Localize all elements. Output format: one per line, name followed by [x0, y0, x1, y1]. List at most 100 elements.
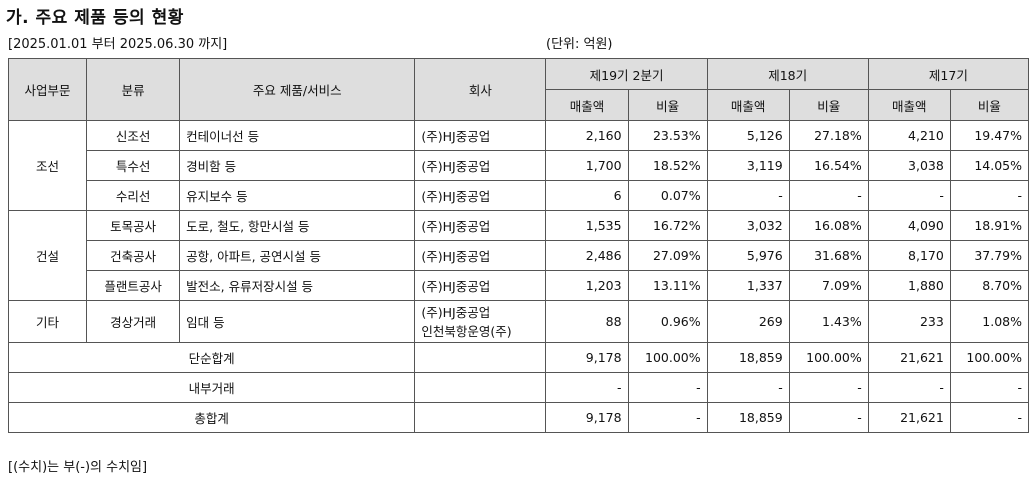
table-row: 건설 토목공사 도로, 철도, 항만시설 등 (주)HJ중공업 1,535 16…: [7, 210, 1030, 301]
value-cell: 5,976: [706, 240, 790, 271]
table-row: 조선 신조선 컨테이너선 등 (주)HJ중공업 2,160 23.53% 5,1…: [7, 120, 1030, 211]
value-cell: 1,337: [706, 270, 790, 301]
value-cell: 8,170: [867, 240, 951, 271]
value-cell: 2,160: [545, 120, 629, 151]
product-cell: 공항, 아파트, 공연시설 등: [179, 240, 416, 271]
header-ratio: 비율: [627, 89, 708, 121]
value-cell: 2,486: [545, 240, 629, 271]
value-cell: -: [788, 372, 869, 403]
category-cell: 토목공사: [86, 210, 181, 241]
value-cell: 27.18%: [788, 120, 869, 151]
header-ratio: 비율: [949, 89, 1030, 121]
header-company: 회사: [414, 58, 547, 121]
value-cell: 1.43%: [788, 300, 869, 343]
company-cell: (주)HJ중공업: [414, 270, 547, 301]
value-cell: 1,880: [867, 270, 951, 301]
category-cell: 플랜트공사: [86, 270, 181, 301]
value-cell: -: [706, 180, 790, 211]
header-period-17: 제17기: [867, 58, 1030, 90]
value-cell: 6: [545, 180, 629, 211]
empty-cell: [414, 402, 547, 433]
value-cell: 23.53%: [627, 120, 708, 151]
division-cell: 건설: [7, 210, 88, 301]
value-cell: 88: [545, 300, 629, 343]
value-cell: 37.79%: [949, 240, 1030, 271]
company-cell: (주)HJ중공업: [414, 150, 547, 181]
value-cell: -: [788, 180, 869, 211]
report-period: [2025.01.01 부터 2025.06.30 까지]: [8, 37, 228, 52]
header-period-18: 제18기: [706, 58, 869, 90]
value-cell: -: [949, 402, 1030, 433]
value-cell: 16.08%: [788, 210, 869, 241]
value-cell: 14.05%: [949, 150, 1030, 181]
product-cell: 유지보수 등: [179, 180, 416, 211]
value-cell: 4,210: [867, 120, 951, 151]
category-cell: 경상거래: [86, 300, 181, 343]
value-cell: 9,178: [545, 402, 629, 433]
value-cell: 21,621: [867, 402, 951, 433]
value-cell: 18,859: [706, 402, 790, 433]
table-row: 건축공사 공항, 아파트, 공연시설 등 (주)HJ중공업 2,486 27.0…: [9, 240, 1030, 271]
subheader-row: 매출액 비율 매출액 비율 매출액 비율: [9, 89, 1030, 121]
value-cell: 9,178: [545, 342, 629, 373]
division-cell: 조선: [7, 120, 88, 211]
division-cell: 기타: [7, 300, 88, 343]
footnote: [(수치)는 부(-)의 수치임]: [8, 460, 148, 475]
company-name: 인천북항운영(주): [421, 323, 512, 339]
value-cell: 5,126: [706, 120, 790, 151]
value-cell: 19.47%: [949, 120, 1030, 151]
value-cell: 100.00%: [949, 342, 1030, 373]
value-cell: 1,203: [545, 270, 629, 301]
value-cell: 1,535: [545, 210, 629, 241]
total-row: 내부거래 - - - - - -: [7, 372, 1030, 403]
product-cell: 컨테이너선 등: [179, 120, 416, 151]
header-period-19: 제19기 2분기: [545, 58, 708, 90]
value-cell: 13.11%: [627, 270, 708, 301]
value-cell: 27.09%: [627, 240, 708, 271]
header-division: 사업부문: [7, 58, 88, 121]
value-cell: 18,859: [706, 342, 790, 373]
value-cell: 18.52%: [627, 150, 708, 181]
value-cell: 16.54%: [788, 150, 869, 181]
value-cell: 100.00%: [788, 342, 869, 373]
total-row: 단순합계 9,178 100.00% 18,859 100.00% 21,621…: [7, 342, 1030, 373]
section-title: 가. 주요 제품 등의 현황: [6, 8, 184, 28]
product-cell: 도로, 철도, 항만시설 등: [179, 210, 416, 241]
company-cell: (주)HJ중공업: [414, 180, 547, 211]
value-cell: 0.96%: [627, 300, 708, 343]
product-cell: 임대 등: [179, 300, 416, 343]
header-ratio: 비율: [788, 89, 869, 121]
value-cell: 16.72%: [627, 210, 708, 241]
unit-label: (단위: 억원): [546, 37, 613, 52]
company-name: (주)HJ중공업: [421, 304, 491, 320]
table-row: 특수선 경비함 등 (주)HJ중공업 1,700 18.52% 3,119 16…: [9, 150, 1030, 181]
header-sales: 매출액: [706, 89, 790, 121]
value-cell: 3,038: [867, 150, 951, 181]
value-cell: 100.00%: [627, 342, 708, 373]
value-cell: 7.09%: [788, 270, 869, 301]
category-cell: 신조선: [86, 120, 181, 151]
product-sales-table: 사업부문 분류 주요 제품/서비스 회사 제19기 2분기 제18기 제17기 …: [7, 58, 1030, 433]
category-cell: 건축공사: [86, 240, 181, 271]
company-cell: (주)HJ중공업 인천북항운영(주): [414, 300, 547, 343]
value-cell: 233: [867, 300, 951, 343]
value-cell: 4,090: [867, 210, 951, 241]
empty-cell: [414, 342, 547, 373]
value-cell: 8.70%: [949, 270, 1030, 301]
total-row: 총합계 9,178 - 18,859 - 21,621 -: [7, 402, 1030, 433]
product-cell: 발전소, 유류저장시설 등: [179, 270, 416, 301]
value-cell: -: [867, 372, 951, 403]
value-cell: -: [545, 372, 629, 403]
value-cell: 3,032: [706, 210, 790, 241]
value-cell: 18.91%: [949, 210, 1030, 241]
company-cell: (주)HJ중공업: [414, 120, 547, 151]
value-cell: 31.68%: [788, 240, 869, 271]
category-cell: 수리선: [86, 180, 181, 211]
value-cell: -: [627, 372, 708, 403]
total-label: 총합계: [7, 402, 416, 433]
value-cell: -: [788, 402, 869, 433]
value-cell: -: [949, 180, 1030, 211]
value-cell: -: [949, 372, 1030, 403]
empty-cell: [414, 372, 547, 403]
header-row: 사업부문 분류 주요 제품/서비스 회사 제19기 2분기 제18기 제17기: [7, 58, 1030, 121]
